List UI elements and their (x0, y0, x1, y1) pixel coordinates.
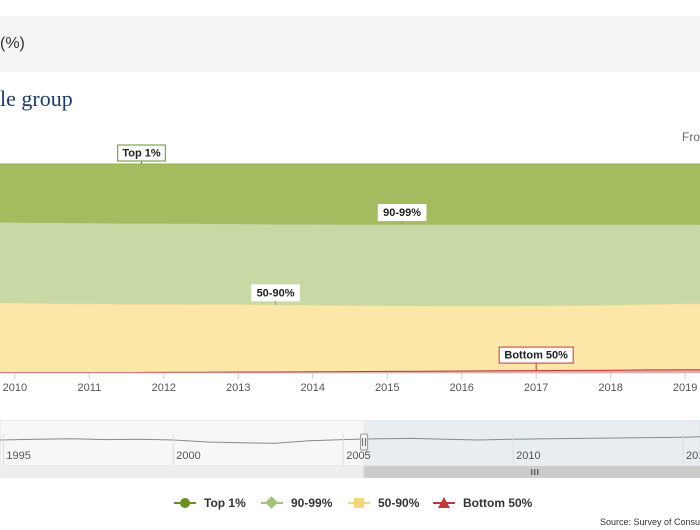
legend-item-50-90[interactable]: 50-90% (348, 492, 419, 514)
main-chart[interactable]: 2010 2011 2012 2013 2014 2015 2016 2017 2018 2019… (0, 140, 700, 402)
navigator-tick-label: 2010 (516, 450, 540, 462)
legend-item-top-1[interactable]: Top 1% (174, 492, 246, 514)
annotation-50-90: 50-90% (251, 284, 300, 305)
annotation-90-99: 90-99% (377, 204, 427, 225)
triangle-marker-icon (433, 496, 455, 510)
x-tick-label: 2012 (152, 382, 176, 394)
legend-item-bottom-50[interactable]: Bottom 50% (433, 492, 532, 514)
legend-item-90-99[interactable]: 90-99% (261, 492, 332, 514)
annotation-label: Top 1% (122, 148, 161, 160)
x-tick-label: 2011 (78, 382, 102, 394)
legend: Top 1% 90-99% 50-90% Bottom 50% (0, 492, 700, 514)
chart-title: le group (0, 86, 73, 111)
square-marker-icon (348, 496, 370, 510)
navigator-selected-range[interactable] (363, 420, 700, 466)
area-90-99 (0, 222, 700, 306)
line-90-99 (0, 222, 700, 226)
x-tick-label: 2015 (375, 382, 399, 394)
range-from-label: Fro (682, 130, 700, 144)
annotation-label: Bottom 50% (504, 350, 568, 362)
x-tick-label: 2018 (598, 382, 622, 394)
legend-label: 90-99% (291, 496, 333, 510)
annotation-bottom-50: Bottom 50% (498, 346, 574, 371)
chart-header-bar: (%) (0, 16, 700, 72)
diamond-marker-icon (261, 496, 283, 510)
navigator-tick-label: 1995 (6, 450, 30, 462)
legend-label: 50-90% (378, 496, 420, 510)
navigator-tick-label: 2000 (176, 450, 200, 462)
x-tick-label: 2017 (524, 382, 548, 394)
range-navigator[interactable]: 1995 2000 2005 2010 2015 (0, 420, 700, 480)
circle-marker-icon (174, 496, 196, 510)
legend-label: Top 1% (204, 496, 246, 510)
navigator-tick-label: 2005 (346, 450, 370, 462)
annotation-top-1: Top 1% (117, 144, 166, 164)
navigator-tick-label: 2015 (686, 450, 700, 462)
annotation-label: 90-99% (383, 207, 421, 219)
x-tick-label: 2016 (449, 382, 473, 394)
line-50-90 (0, 302, 700, 307)
legend-label: Bottom 50% (463, 496, 533, 510)
annotation-label: 50-90% (257, 287, 295, 299)
navigator-left-handle[interactable] (360, 433, 369, 451)
area-top-1 (0, 164, 700, 225)
unit-title: (%) (0, 35, 25, 52)
area-50-90 (0, 302, 700, 372)
x-tick-label: 2014 (301, 382, 325, 394)
x-tick-label: 2010 (3, 382, 27, 394)
x-tick-label: 2013 (226, 382, 250, 394)
source-note: Source: Survey of Consu (599, 517, 700, 527)
x-tick-label: 2019 (673, 382, 697, 394)
